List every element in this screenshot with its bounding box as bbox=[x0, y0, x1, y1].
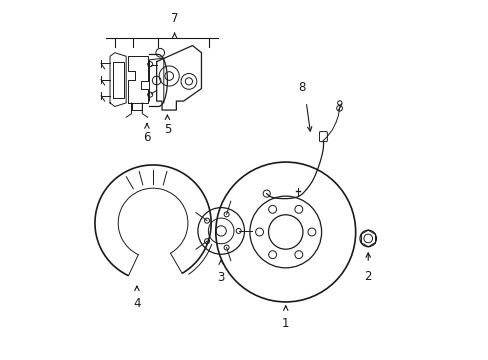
Text: 6: 6 bbox=[143, 131, 150, 144]
Text: 7: 7 bbox=[170, 12, 178, 25]
Text: 2: 2 bbox=[364, 270, 371, 283]
Text: 3: 3 bbox=[217, 271, 224, 284]
Text: 1: 1 bbox=[282, 317, 289, 330]
Text: 5: 5 bbox=[163, 123, 171, 136]
Text: 4: 4 bbox=[133, 297, 141, 310]
Text: 8: 8 bbox=[298, 81, 305, 94]
